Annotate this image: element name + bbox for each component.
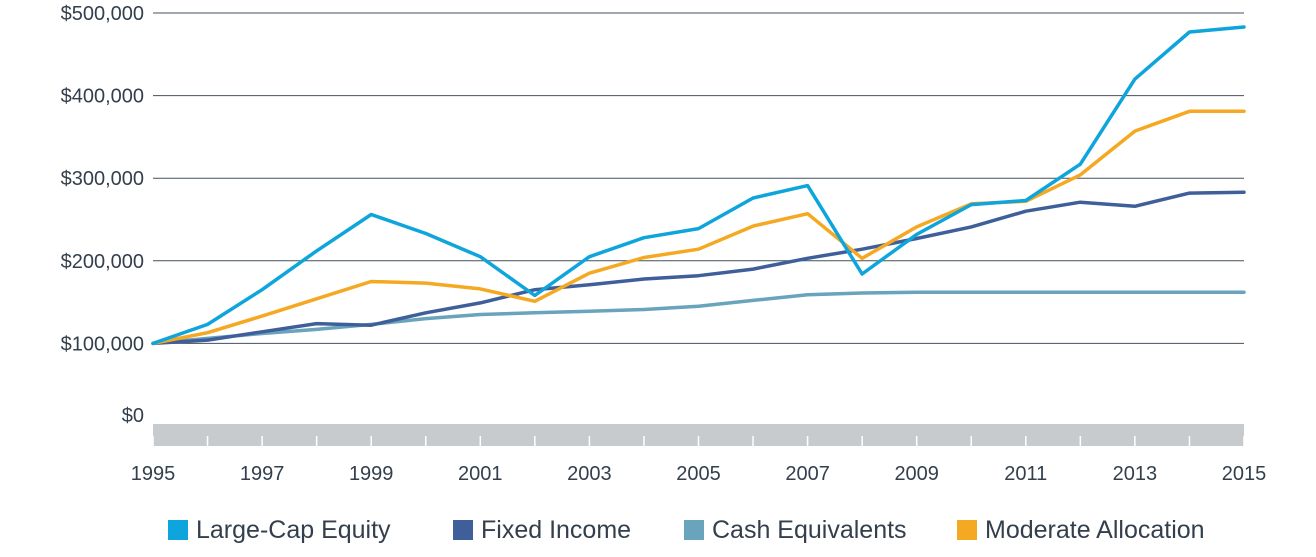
x-tick-label: 1999 (349, 463, 394, 485)
legend-label: Cash Equivalents (712, 516, 907, 544)
legend-label: Fixed Income (481, 516, 631, 544)
y-axis-ticks: $0 $100,000 $200,000 $300,000 $400,000 $500,0… (61, 3, 144, 427)
series-line-cash-equivalents (151, 290, 1246, 346)
x-axis-band (152, 424, 1245, 446)
legend-swatch (168, 520, 188, 540)
y-tick-label: $200,000 (61, 251, 144, 273)
x-tick-label: 2013 (1113, 463, 1158, 485)
y-tick-label: $0 (122, 405, 144, 427)
x-tick-label: 2009 (894, 463, 939, 485)
x-tick-label: 1995 (131, 463, 176, 485)
legend-swatch (684, 520, 704, 540)
x-tick-label: 2015 (1222, 463, 1267, 485)
legend-swatch (957, 520, 977, 540)
series-line-fixed-income (151, 190, 1246, 346)
x-tick-label: 2007 (785, 463, 830, 485)
legend-swatch (453, 520, 473, 540)
gridlines (153, 12, 1244, 344)
y-tick-label: $300,000 (61, 168, 144, 190)
legend: Large-Cap Equity Fixed Income Cash Equival… (168, 516, 1205, 544)
x-tick-label: 2005 (676, 463, 721, 485)
x-tick-label: 2011 (1004, 463, 1047, 485)
y-tick-label: $500,000 (61, 3, 144, 25)
series-lines (151, 25, 1246, 346)
y-tick-label: $100,000 (61, 333, 144, 355)
x-tick-label: 2001 (458, 463, 503, 485)
series-line-large-cap-equity (151, 25, 1246, 346)
legend-label: Large-Cap Equity (196, 516, 391, 544)
y-tick-label: $400,000 (61, 86, 144, 108)
x-axis-ticks: 1995 1997 1999 2001 2003 2005 2007 2009 2011 2013… (131, 463, 1267, 485)
x-tick-label: 1997 (240, 463, 285, 485)
legend-label: Moderate Allocation (985, 516, 1205, 544)
series-line-moderate-allocation (151, 109, 1246, 346)
x-tick-label: 2003 (567, 463, 612, 485)
